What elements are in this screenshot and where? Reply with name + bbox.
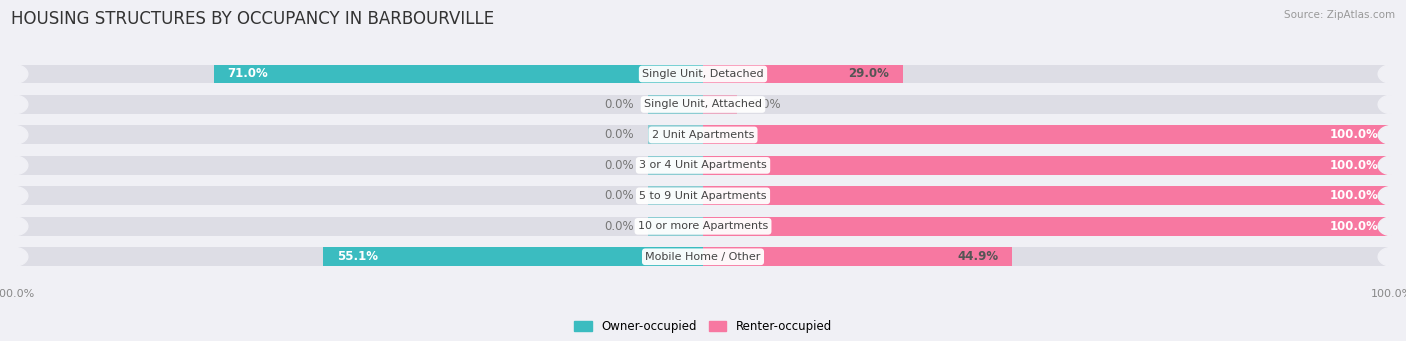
Bar bbox=[703, 125, 1392, 144]
Ellipse shape bbox=[0, 187, 28, 205]
Text: 29.0%: 29.0% bbox=[848, 68, 889, 80]
Bar bbox=[703, 95, 738, 114]
Text: Single Unit, Attached: Single Unit, Attached bbox=[644, 100, 762, 109]
Ellipse shape bbox=[1378, 247, 1406, 266]
Ellipse shape bbox=[1378, 64, 1406, 84]
Bar bbox=[648, 156, 703, 175]
Bar bbox=[14, 217, 1392, 236]
Bar bbox=[703, 187, 1392, 205]
Text: 10 or more Apartments: 10 or more Apartments bbox=[638, 221, 768, 231]
Text: 2 Unit Apartments: 2 Unit Apartments bbox=[652, 130, 754, 140]
Text: Source: ZipAtlas.com: Source: ZipAtlas.com bbox=[1284, 10, 1395, 20]
Text: 44.9%: 44.9% bbox=[957, 250, 998, 263]
Ellipse shape bbox=[1378, 156, 1406, 175]
Ellipse shape bbox=[1378, 187, 1406, 205]
Ellipse shape bbox=[0, 217, 28, 236]
Text: 100.0%: 100.0% bbox=[1329, 129, 1378, 142]
Text: 71.0%: 71.0% bbox=[228, 68, 269, 80]
Bar bbox=[703, 247, 1012, 266]
Bar bbox=[703, 217, 1392, 236]
Text: 100.0%: 100.0% bbox=[1329, 220, 1378, 233]
Text: 0.0%: 0.0% bbox=[751, 98, 780, 111]
Bar bbox=[703, 64, 903, 84]
Text: Single Unit, Detached: Single Unit, Detached bbox=[643, 69, 763, 79]
Ellipse shape bbox=[0, 156, 28, 175]
Bar bbox=[648, 125, 703, 144]
Bar bbox=[14, 247, 1392, 266]
Bar bbox=[648, 217, 703, 236]
Text: 55.1%: 55.1% bbox=[337, 250, 378, 263]
Text: 0.0%: 0.0% bbox=[605, 98, 634, 111]
Legend: Owner-occupied, Renter-occupied: Owner-occupied, Renter-occupied bbox=[569, 315, 837, 338]
Bar bbox=[323, 247, 703, 266]
Text: 0.0%: 0.0% bbox=[605, 129, 634, 142]
Bar bbox=[14, 156, 1392, 175]
Ellipse shape bbox=[1378, 125, 1406, 144]
Bar bbox=[703, 156, 1392, 175]
Bar bbox=[214, 64, 703, 84]
Ellipse shape bbox=[1378, 217, 1406, 236]
Text: Mobile Home / Other: Mobile Home / Other bbox=[645, 252, 761, 262]
Text: 5 to 9 Unit Apartments: 5 to 9 Unit Apartments bbox=[640, 191, 766, 201]
Ellipse shape bbox=[0, 247, 28, 266]
Bar bbox=[14, 187, 1392, 205]
Text: 3 or 4 Unit Apartments: 3 or 4 Unit Apartments bbox=[640, 160, 766, 170]
Ellipse shape bbox=[0, 125, 28, 144]
Bar bbox=[14, 64, 1392, 84]
Text: 0.0%: 0.0% bbox=[605, 159, 634, 172]
Text: 0.0%: 0.0% bbox=[605, 220, 634, 233]
Ellipse shape bbox=[1378, 95, 1406, 114]
Bar bbox=[648, 187, 703, 205]
Ellipse shape bbox=[0, 64, 28, 84]
Ellipse shape bbox=[0, 95, 28, 114]
Bar bbox=[14, 95, 1392, 114]
Bar bbox=[648, 95, 703, 114]
Bar bbox=[14, 125, 1392, 144]
Text: 0.0%: 0.0% bbox=[605, 189, 634, 202]
Text: 100.0%: 100.0% bbox=[1329, 189, 1378, 202]
Text: HOUSING STRUCTURES BY OCCUPANCY IN BARBOURVILLE: HOUSING STRUCTURES BY OCCUPANCY IN BARBO… bbox=[11, 10, 495, 28]
Text: 100.0%: 100.0% bbox=[1329, 159, 1378, 172]
